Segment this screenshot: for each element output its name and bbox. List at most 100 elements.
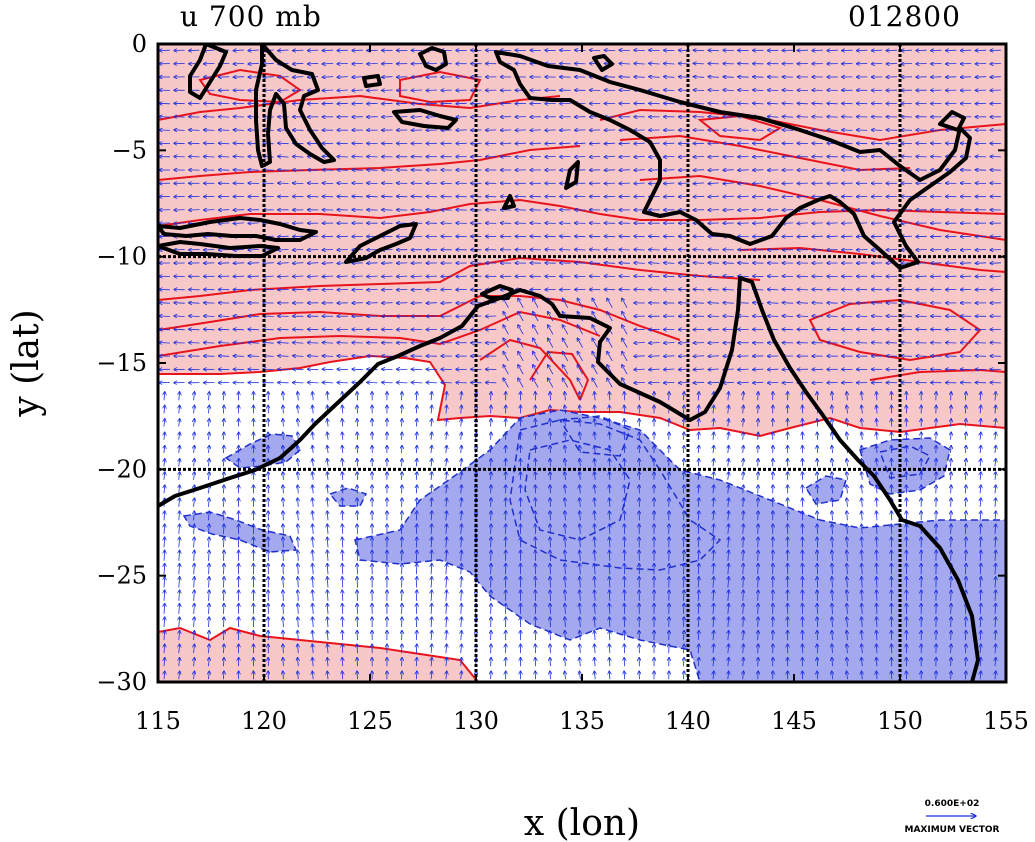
wind-vector: [357, 603, 358, 614]
wind-vector: [174, 130, 185, 131]
wind-vector: [357, 630, 358, 641]
wind-vector: [278, 276, 289, 277]
wind-vector: [307, 143, 319, 144]
x-tick-label: 150: [877, 707, 923, 735]
wind-vector: [327, 419, 328, 427]
wind-vector: [530, 130, 541, 131]
wind-vector: [322, 77, 334, 78]
wind-vector: [352, 77, 363, 78]
wind-vector: [758, 590, 759, 601]
wind-vector: [767, 103, 779, 104]
wind-vector: [203, 329, 215, 330]
wind-vector: [174, 329, 185, 330]
wind-vector: [307, 343, 319, 344]
wind-vector: [322, 263, 334, 264]
wind-vector: [367, 289, 378, 290]
wind-vector: [975, 263, 987, 264]
wind-vector: [503, 338, 509, 348]
wind-vector: [441, 303, 452, 304]
date-label: 012800: [848, 0, 961, 33]
wind-vector: [684, 550, 685, 561]
wind-vector: [248, 63, 259, 64]
wind-vector: [233, 356, 245, 357]
wind-vector: [322, 183, 334, 184]
wind-vector: [758, 405, 759, 414]
wind-vector: [649, 369, 660, 370]
wind-vector: [604, 77, 616, 78]
wind-vector: [367, 263, 378, 264]
y-tick-label: −20: [96, 455, 147, 483]
wind-vector: [322, 289, 334, 290]
wind-vector: [861, 392, 862, 401]
wind-vector: [619, 170, 630, 171]
wind-vector: [456, 103, 467, 104]
wind-vector: [607, 298, 613, 308]
wind-vector: [396, 276, 408, 277]
wind-vector: [693, 63, 705, 64]
wind-vector: [945, 263, 957, 264]
wind-vector: [684, 617, 685, 628]
wind-vector: [767, 316, 779, 317]
wind-vector: [634, 156, 645, 157]
wind-vector: [960, 263, 972, 264]
wind-vector: [416, 577, 417, 588]
wind-vector: [292, 90, 304, 91]
x-tick-label: 120: [241, 707, 287, 735]
wind-vector: [797, 103, 809, 104]
wind-vector: [713, 405, 714, 414]
wind-vector: [951, 405, 952, 414]
wind-vector: [693, 276, 705, 277]
wind-vector: [782, 382, 794, 383]
wind-vector: [426, 117, 438, 118]
wind-vector: [503, 311, 509, 322]
wind-vector: [278, 356, 289, 357]
wind-vector: [624, 405, 625, 414]
wind-vector: [292, 63, 304, 64]
wind-vector: [753, 90, 764, 91]
wind-vector: [503, 325, 509, 335]
wind-vector: [738, 369, 749, 370]
wind-vector: [159, 329, 170, 330]
wind-vector: [233, 130, 245, 131]
wind-vector: [298, 419, 299, 427]
wind-vector: [634, 170, 645, 171]
wind-vector: [698, 392, 699, 401]
wind-vector: [352, 103, 363, 104]
wind-vector: [891, 657, 892, 667]
x-axis-title: x (lon): [524, 803, 640, 842]
wind-vector: [367, 103, 378, 104]
wind-vector: [337, 276, 348, 277]
wind-vector: [782, 316, 794, 317]
wind-vector: [891, 511, 892, 521]
wind-vector: [224, 485, 225, 494]
wind-vector: [550, 392, 551, 401]
wind-vector: [218, 156, 230, 157]
y-tick-label: −5: [112, 136, 147, 164]
wind-vector: [357, 498, 358, 507]
wind-vector: [767, 289, 779, 290]
wind-vector: [367, 183, 378, 184]
wind-vector: [337, 289, 348, 290]
wind-vector: [545, 236, 556, 237]
wind-vector: [609, 405, 610, 414]
wind-vector: [634, 276, 645, 277]
wind-vector: [337, 63, 348, 64]
wind-vector: [577, 351, 583, 362]
wind-vector: [604, 170, 616, 171]
wind-vector: [758, 472, 759, 480]
wind-vector: [604, 263, 616, 264]
wind-vector: [663, 183, 675, 184]
wind-vector: [663, 156, 675, 157]
wind-vector: [562, 338, 569, 348]
wind-vector: [592, 325, 598, 335]
wind-vector: [416, 603, 417, 614]
wind-vector: [278, 236, 289, 237]
wind-vector: [179, 392, 180, 401]
wind-vector: [876, 392, 877, 401]
negative-region-east-2: [804, 475, 847, 505]
wind-vector: [634, 50, 645, 51]
wind-vector: [663, 289, 675, 290]
wind-vector: [663, 343, 675, 344]
wind-vector: [980, 405, 981, 414]
wind-vector: [560, 50, 571, 51]
